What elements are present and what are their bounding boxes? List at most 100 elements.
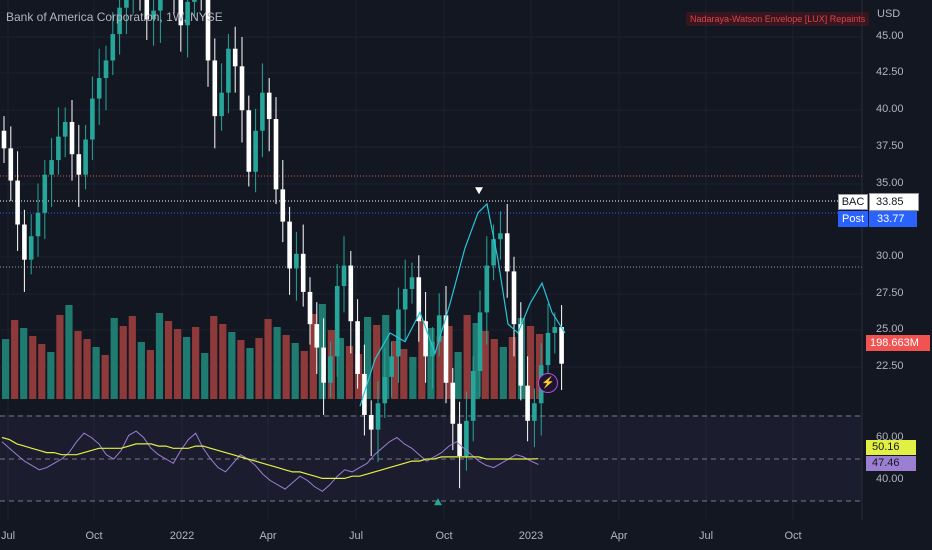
candle-body [525,385,530,421]
candle-body [96,78,102,99]
lightning-icon[interactable]: ⚡ [538,373,558,393]
volume-bar [173,329,182,399]
candle-body [246,110,252,172]
rsi-tag: 47.46 [866,456,916,471]
volume-bar [237,340,245,399]
candle-body [321,347,326,383]
volume-bar [183,337,191,399]
volume-bar [382,315,390,399]
candle-body [498,233,503,240]
volume-bar [309,314,317,399]
sell-marker [475,187,483,195]
price-tick-label: 40.00 [876,103,904,115]
candle-body [260,92,265,131]
volume-bar [56,315,64,399]
candle-body [532,403,537,421]
candle-body [110,34,116,61]
candle-body [62,121,68,137]
volume-bar [445,326,453,399]
volume-tag: 198.663M [866,335,930,351]
volume-bar [74,331,82,399]
volume-bar [436,336,444,399]
chart-title[interactable]: Bank of America Corporation, 1W, NYSE [6,10,223,24]
candle-body [409,277,415,289]
candle-body [518,324,524,386]
volume-bar [508,337,516,399]
candle-body [436,315,442,342]
candle-body [69,121,75,155]
candle-body [124,0,129,8]
candle-body [42,174,48,213]
candle-body [280,189,286,222]
candle-body [15,180,20,225]
time-tick-label: 2022 [169,530,195,542]
candle-body [389,356,394,377]
volume-bar [345,346,354,399]
time-tick-label: Apr [259,530,277,542]
candle-body [185,1,190,26]
volume-bar [409,357,417,399]
volume-bar [273,327,281,399]
volume-bar [92,347,100,399]
volume-bar [65,305,73,399]
signal-markers [434,187,483,506]
volume-bar [481,331,489,399]
candle-body [341,265,347,287]
volume-bar [246,348,254,399]
candle-body [294,253,299,269]
volume-bar [454,352,462,399]
candle-body [375,403,381,430]
volume-bar [128,316,136,399]
candle-body [368,414,374,430]
volume-bar [228,332,236,399]
price-tick-label: 27.50 [876,287,904,299]
candle-body [22,224,27,260]
volume-bar [427,328,435,399]
last-price-tag: 33.85 [869,193,919,211]
volume-bar [29,336,37,399]
candle-body [83,139,88,175]
price-tick-label: 42.50 [876,66,904,78]
candle-body [491,239,496,266]
candle-body [273,119,279,190]
rsi-tick-label: 40.00 [876,473,904,485]
candle-body [355,321,360,374]
volume-bar [47,352,55,399]
candle-body [205,0,211,61]
price-lines [0,175,862,268]
post-market-label: Post [838,211,868,227]
candle-body [76,154,82,175]
volume-bar [490,339,498,399]
volume-bar [192,327,200,399]
buy-marker [434,498,442,506]
symbol-tag: BAC [838,194,868,210]
candle-body [430,341,435,357]
time-tick-label: Jul [698,530,714,542]
price-tick-label: 25.00 [876,323,904,335]
currency-label: USD [877,8,901,20]
volume-bar [219,324,227,399]
volume-bar [373,325,381,399]
candle-body [178,0,184,26]
candle-body [464,420,469,456]
candle-body [552,327,558,333]
volume-bar [210,316,218,399]
volume-bar [354,354,363,399]
candle-body [253,130,258,172]
indicator-label[interactable]: Nadaraya-Watson Envelope [LUX] Repaints [686,12,870,26]
candle-body [232,48,238,67]
time-tick-label: Jul [0,530,16,542]
candle-body [103,60,109,79]
volume-bar [391,341,399,399]
nadaraya-envelope-line [359,202,566,407]
candle-body [56,136,61,161]
price-tick-label: 22.50 [876,360,904,372]
volume-bar [2,339,10,399]
time-tick-label: Jul [348,530,364,542]
candle-body [219,92,224,117]
chart-grid [0,0,862,520]
candle-body [470,371,476,421]
candles [1,0,564,489]
candle-body [28,236,34,260]
